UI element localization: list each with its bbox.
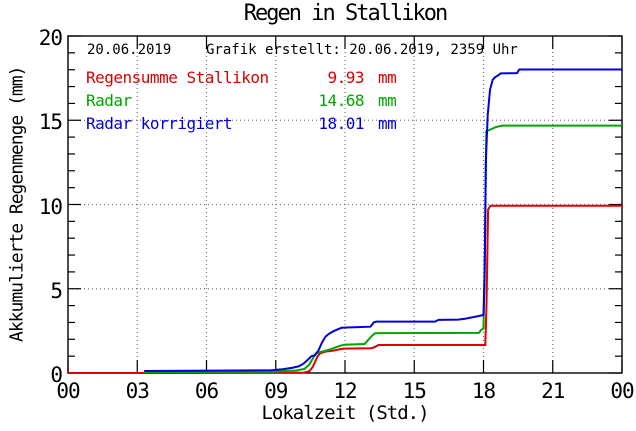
y-tick-label: 10: [38, 194, 63, 219]
legend-label: Radar: [86, 91, 132, 110]
series-radar-korrigiert: [144, 68, 622, 372]
x-axis-label: Lokalzeit (Std.): [261, 402, 429, 424]
chart-title: Regen in Stallikon: [243, 1, 448, 26]
legend-label: Radar korrigiert: [86, 114, 233, 133]
x-tick-label: 06: [194, 379, 219, 403]
legend-row-radar: Radar 14.68 mm: [86, 91, 436, 111]
x-tick-label: 00: [610, 379, 634, 403]
y-tick-label: 5: [50, 278, 63, 303]
legend-value: 9.93: [327, 68, 364, 87]
y-tick-label: 20: [38, 26, 63, 50]
legend-row-regensumme: Regensumme Stallikon 9.93 mm: [86, 68, 436, 88]
legend-unit: mm: [378, 114, 397, 133]
y-tick-label: 15: [38, 110, 63, 135]
series-radar: [144, 124, 622, 373]
x-tick-label: 12: [333, 379, 357, 403]
info-date: 20.06.2019: [87, 42, 172, 58]
x-tick-label: 00: [56, 379, 80, 403]
legend-value: 14.68: [318, 91, 364, 110]
legend-label: Regensumme Stallikon: [86, 68, 269, 87]
y-tick-label: 0: [50, 363, 63, 387]
x-tick-label: 03: [125, 379, 150, 403]
x-tick-label: 15: [402, 379, 427, 403]
x-tick-label: 18: [471, 379, 496, 403]
legend-unit: mm: [378, 91, 397, 110]
legend-value: 18.01: [318, 114, 364, 133]
x-tick-label: 09: [264, 379, 288, 403]
legend-row-radar-korrigiert: Radar korrigiert 18.01 mm: [86, 114, 436, 134]
x-tick-label: 21: [541, 379, 565, 403]
series-regensumme-stallikon: [68, 204, 622, 374]
legend-unit: mm: [378, 68, 397, 87]
info-created-text: Grafik erstellt: 20.06.2019, 2359 Uhr: [206, 42, 518, 58]
info-row: 20.06.2019 Grafik erstellt: 20.06.2019, …: [0, 42, 636, 60]
